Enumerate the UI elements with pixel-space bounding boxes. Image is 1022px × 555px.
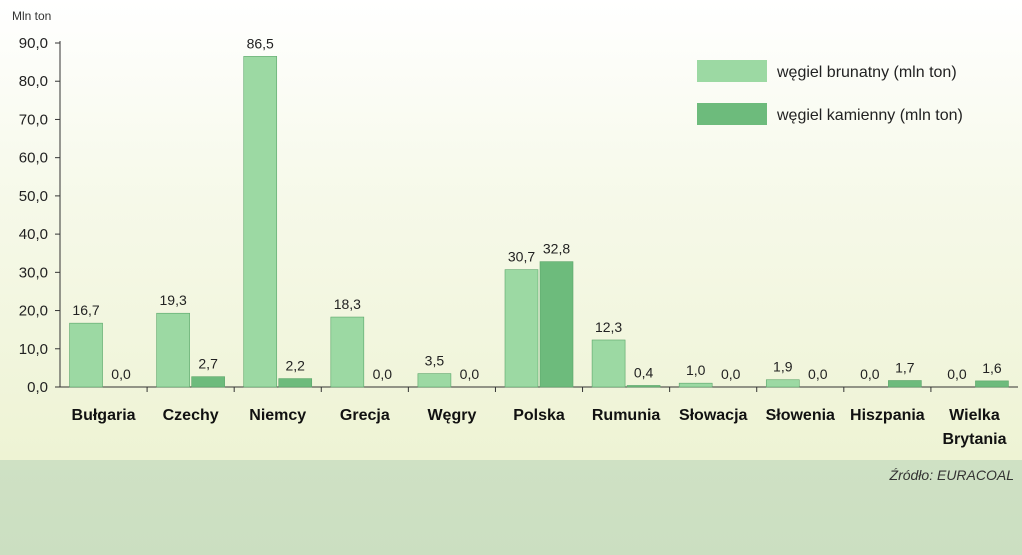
- bar-kamienny: [626, 385, 661, 388]
- data-label: 1,6: [982, 360, 1002, 376]
- y-tick-label: 20,0: [19, 303, 48, 320]
- bar-brunatny: [330, 316, 365, 388]
- category-label: Brytania: [942, 431, 1006, 448]
- y-tick-label: 60,0: [19, 150, 48, 167]
- category-label: Rumunia: [592, 407, 661, 424]
- data-label: 0,0: [460, 366, 480, 382]
- category-label: Polska: [513, 407, 565, 424]
- data-label: 30,7: [508, 249, 535, 265]
- category-label: Wielka: [949, 407, 1000, 424]
- y-tick-label: 40,0: [19, 226, 48, 243]
- category-label: Niemcy: [249, 407, 306, 424]
- category-label: Słowenia: [766, 407, 835, 424]
- data-label: 12,3: [595, 319, 622, 335]
- bar-brunatny: [243, 56, 278, 388]
- data-label: 1,7: [895, 360, 915, 376]
- data-label: 0,0: [373, 366, 393, 382]
- data-label: 0,0: [721, 366, 741, 382]
- data-label: 16,7: [72, 302, 99, 318]
- data-label: 3,5: [425, 353, 445, 369]
- data-label: 0,4: [634, 364, 654, 380]
- data-label: 0,0: [111, 366, 131, 382]
- y-tick-label: 90,0: [19, 35, 48, 52]
- data-label: 86,5: [247, 35, 274, 51]
- category-label: Węgry: [427, 407, 476, 424]
- category-label: Bułgaria: [72, 407, 136, 424]
- data-label: 0,0: [808, 366, 828, 382]
- y-tick-label: 30,0: [19, 264, 48, 281]
- data-label: 0,0: [947, 366, 967, 382]
- data-label: 19,3: [160, 292, 187, 308]
- bar-brunatny: [69, 322, 103, 388]
- bar-brunatny: [417, 373, 452, 388]
- data-label: 1,9: [773, 359, 793, 375]
- bar-brunatny: [678, 382, 713, 388]
- category-label: Słowacja: [679, 407, 748, 424]
- category-label: Hiszpania: [850, 407, 925, 424]
- category-label: Czechy: [163, 407, 219, 424]
- bar-brunatny: [765, 379, 800, 388]
- bar-kamienny: [888, 380, 922, 388]
- data-label: 0,0: [860, 366, 880, 382]
- bar-kamienny: [278, 378, 313, 388]
- bar-brunatny: [591, 339, 626, 388]
- legend-swatch: [697, 60, 767, 82]
- data-label: 1,0: [686, 362, 706, 378]
- data-label: 2,7: [198, 356, 218, 372]
- y-tick-label: 50,0: [19, 188, 48, 205]
- bar-brunatny: [504, 269, 539, 388]
- y-tick-label: 70,0: [19, 111, 48, 128]
- bar-kamienny: [975, 380, 1009, 388]
- source-note: Źródło: EURACOAL: [889, 467, 1014, 483]
- bar-kamienny: [191, 376, 225, 388]
- legend-label: węgiel brunatny (mln ton): [776, 64, 957, 81]
- category-label: Grecja: [340, 407, 390, 424]
- bar-brunatny: [156, 312, 190, 388]
- y-tick-label: 0,0: [27, 379, 48, 396]
- y-axis-label: Mln ton: [12, 9, 51, 23]
- data-label: 32,8: [543, 241, 570, 257]
- legend-swatch: [697, 103, 767, 125]
- data-label: 18,3: [334, 296, 361, 312]
- y-tick-label: 10,0: [19, 341, 48, 358]
- bar-kamienny: [539, 261, 574, 388]
- legend-label: węgiel kamienny (mln ton): [776, 107, 963, 124]
- y-tick-label: 80,0: [19, 73, 48, 90]
- data-label: 2,2: [285, 358, 305, 374]
